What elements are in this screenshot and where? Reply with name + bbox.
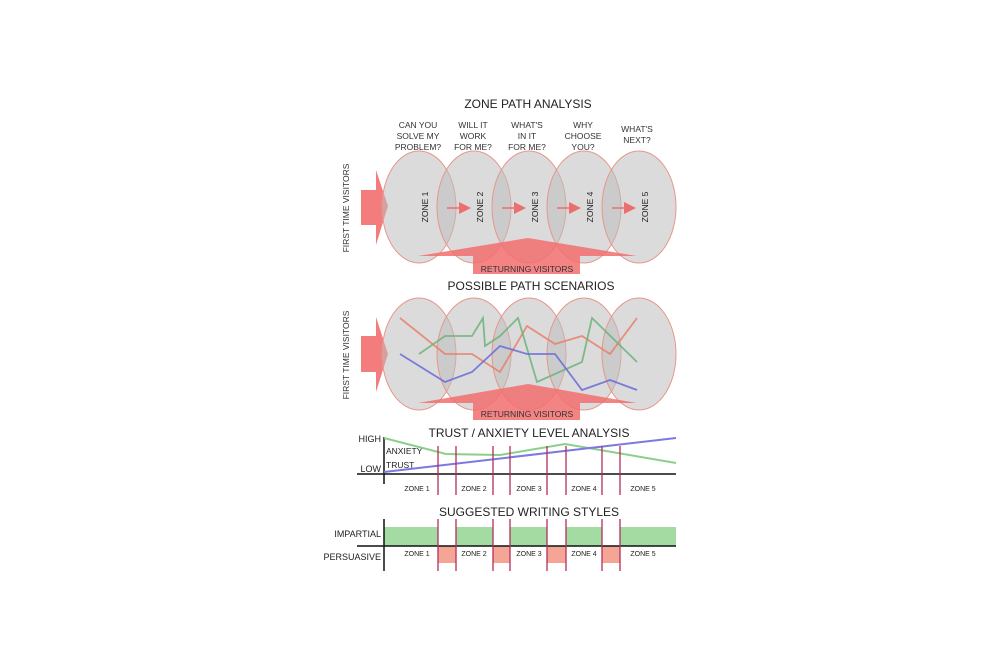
question-line: WORK [460,131,487,141]
question-line: NEXT? [623,135,651,145]
zone-label: ZONE 3 [516,486,541,493]
question-line: WHY [573,120,593,130]
writing-styles-panel: SUGGESTED WRITING STYLES IMPARTIAL PERSU… [323,505,676,571]
zone-labels: ZONE 1 ZONE 2 ZONE 3 ZONE 4 ZONE 5 [404,551,655,558]
zone-label: ZONE 2 [475,191,485,222]
question-line: CAN YOU [399,120,438,130]
impartial-bars [384,527,676,546]
impartial-label: IMPARTIAL [334,529,381,539]
zone-5-ellipse [601,150,677,264]
y-axis-low-label: LOW [360,464,381,474]
first-time-visitors-label: FIRST TIME VISITORS [341,310,351,399]
question-line: FOR ME? [454,142,492,152]
y-axis-high-label: HIGH [359,434,382,444]
persuasive-label: PERSUASIVE [323,552,381,562]
zone-ellipses [381,150,677,264]
trust-line [383,437,677,473]
zone-label: ZONE 5 [640,191,650,222]
question-line: IN IT [518,131,536,141]
zone-path-analysis-panel: ZONE PATH ANALYSIS CAN YOU SOLVE MY PROB… [341,97,677,274]
zone-questions: CAN YOU SOLVE MY PROBLEM? WILL IT WORK F… [395,120,653,152]
zone-label: ZONE 1 [404,486,429,493]
zone-label: ZONE 4 [585,191,595,222]
anxiety-label: ANXIETY [386,446,423,456]
panel-title: TRUST / ANXIETY LEVEL ANALYSIS [429,426,630,440]
zone-dividers [437,519,621,571]
possible-path-scenarios-panel: POSSIBLE PATH SCENARIOS FIRST TIME VISIT… [341,279,677,420]
first-time-arrow-icon [361,170,388,245]
first-time-arrow-icon [361,317,388,392]
zone-label: ZONE 3 [530,191,540,222]
zone-label: ZONE 5 [630,551,655,558]
zone-label: ZONE 4 [571,551,596,558]
zone-label: ZONE 1 [404,551,429,558]
zone-label: ZONE 3 [516,551,541,558]
question-line: WHAT'S [621,124,653,134]
persuasive-bars [438,546,620,563]
panel-title: POSSIBLE PATH SCENARIOS [448,279,615,293]
visitor-paths [399,315,638,392]
returning-visitors-arrow-icon [418,238,637,274]
question-line: PROBLEM? [395,142,442,152]
trust-label: TRUST [386,460,414,470]
panel-title: ZONE PATH ANALYSIS [464,97,591,111]
blue-path-line [399,344,638,392]
zone-label: ZONE 2 [461,486,486,493]
question-line: FOR ME? [508,142,546,152]
question-line: WHAT'S [511,120,543,130]
question-line: YOU? [571,142,594,152]
zone-5-ellipse [601,297,677,411]
trust-anxiety-panel: TRUST / ANXIETY LEVEL ANALYSIS HIGH LOW … [357,426,677,495]
zone-label: ZONE 4 [571,486,596,493]
question-line: SOLVE MY [397,131,440,141]
zone-labels: ZONE 1 ZONE 2 ZONE 3 ZONE 4 ZONE 5 [420,191,650,222]
zone-labels: ZONE 1 ZONE 2 ZONE 3 ZONE 4 ZONE 5 [404,486,655,493]
returning-visitors-arrow-icon [418,384,637,420]
red-path-line [399,317,638,374]
question-line: WILL IT [458,120,487,130]
zone-label: ZONE 2 [461,551,486,558]
anxiety-line [383,437,677,464]
green-path-line [418,315,638,384]
returning-visitors-label: RETURNING VISITORS [481,264,574,274]
zone-label: ZONE 1 [420,191,430,222]
question-line: CHOOSE [565,131,602,141]
zone-label: ZONE 5 [630,486,655,493]
zone-dividers [437,446,621,495]
first-time-visitors-label: FIRST TIME VISITORS [341,163,351,252]
panel-title: SUGGESTED WRITING STYLES [439,505,619,519]
returning-visitors-label: RETURNING VISITORS [481,409,574,419]
